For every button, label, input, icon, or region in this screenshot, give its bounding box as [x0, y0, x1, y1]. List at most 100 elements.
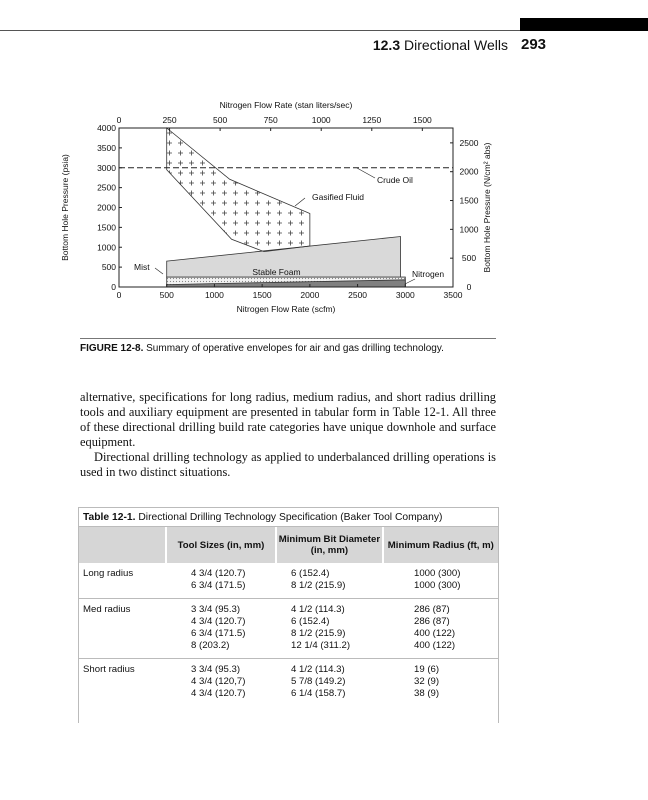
- cell-value: 6 1/4 (158.7): [291, 688, 346, 699]
- right-tick-label: 1000: [460, 224, 479, 234]
- figure-label: FIGURE 12-8.: [80, 343, 144, 354]
- right-tick-label: 500: [462, 253, 476, 263]
- annotation-nitrogen: Nitrogen: [412, 269, 444, 279]
- right-tick-label: 2000: [460, 167, 479, 177]
- cell-value: 1000 (300): [414, 568, 461, 579]
- min-radius-cell: 19 (6) 32 (9) 38 (9): [382, 664, 498, 700]
- annotation-mist-leader: [154, 267, 164, 275]
- top-tick-label: 250: [162, 115, 176, 125]
- table-row: Long radius 4 3/4 (120.7) 6 3/4 (171.5) 6 (…: [79, 563, 498, 599]
- running-header: 12.3 Directional Wells: [373, 37, 508, 53]
- top-tick-label: 1250: [362, 115, 381, 125]
- cell-value: 8 (203.2): [191, 640, 230, 651]
- table-title-text: Directional Drilling Technology Specific…: [138, 512, 443, 523]
- x-tick-label: 3500: [444, 290, 463, 300]
- cell-value: 3 3/4 (95.3): [191, 664, 241, 675]
- page-number: 293: [521, 36, 547, 53]
- row-label: Med radius: [79, 604, 166, 652]
- x-axis-label: Nitrogen Flow Rate (scfm): [237, 304, 336, 314]
- y-tick-label: 0: [111, 282, 116, 292]
- table-label: Table 12-1.: [83, 512, 136, 523]
- table-body: Long radius 4 3/4 (120.7) 6 3/4 (171.5) 6 (…: [79, 563, 498, 706]
- tool-sizes-cell: 4 3/4 (120.7) 6 3/4 (171.5): [166, 568, 276, 592]
- figure-caption-text: Summary of operative envelopes for air a…: [146, 343, 444, 354]
- row-label: Short radius: [79, 664, 166, 700]
- x-tick-label: 1500: [253, 290, 272, 300]
- y-tick-label: 3500: [97, 143, 116, 153]
- column-header: Minimum Bit Diameter (in, mm): [275, 527, 381, 563]
- cell-value: 400 (122): [414, 628, 456, 639]
- x-tick-label: 0: [117, 290, 122, 300]
- table-title: Table 12-1. Directional Drilling Technol…: [79, 508, 498, 526]
- bit-diameter-cell: 4 1/2 (114.3) 5 7/8 (149.2) 6 1/4 (158.7): [276, 664, 382, 700]
- top-tick-label: 1500: [413, 115, 432, 125]
- right-tick-label: 1500: [460, 196, 479, 206]
- cell-value: 286 (87): [414, 616, 450, 627]
- operative-envelope-chart: 0 500 1000 1500 2000 2500 3000 3500 0 250 500 750 10…: [60, 100, 492, 314]
- y-tick-label: 2000: [97, 203, 116, 213]
- figure-caption: FIGURE 12-8. Summary of operative envelo…: [80, 343, 500, 354]
- cell-value: 4 1/2 (114.3): [291, 604, 345, 615]
- cell-value: 4 3/4 (120,7): [191, 676, 246, 687]
- y-tick-label: 500: [102, 262, 116, 272]
- paragraph: Directional drilling technology as appli…: [80, 450, 496, 479]
- section-title: Directional Wells: [404, 37, 508, 53]
- cell-value: 1000 (300): [414, 580, 461, 591]
- cell-value: 6 3/4 (171.5): [191, 580, 246, 591]
- annotation-crude-oil: Crude Oil: [377, 175, 413, 185]
- paragraph: alternative, specifications for long rad…: [80, 390, 496, 449]
- y-tick-label: 4000: [97, 123, 116, 133]
- annotation-gasified-fluid-leader: [294, 197, 306, 207]
- cell-value: 4 3/4 (120.7): [191, 688, 246, 699]
- annotation-crude-oil-leader: [356, 167, 376, 179]
- top-tick-label: 0: [117, 115, 122, 125]
- cell-value: 5 7/8 (149.2): [291, 676, 346, 687]
- cell-value: 4 3/4 (120.7): [191, 616, 246, 627]
- tool-sizes-cell: 3 3/4 (95.3) 4 3/4 (120,7) 4 3/4 (120.7): [166, 664, 276, 700]
- x-tick-label: 1000: [205, 290, 224, 300]
- cell-value: 32 (9): [414, 676, 440, 687]
- min-radius-cell: 1000 (300) 1000 (300): [382, 568, 498, 592]
- cell-value: Med radius: [83, 604, 131, 615]
- annotation-stable-foam: Stable Foam: [252, 267, 300, 277]
- top-tick-label: 500: [213, 115, 227, 125]
- y-axis-label: Bottom Hole Pressure (psia): [60, 154, 70, 261]
- y-tick-label: 1000: [97, 242, 116, 252]
- cell-value: 6 (152.4): [291, 568, 330, 579]
- header-bar: [520, 18, 648, 31]
- right-axis-label: Bottom Hole Pressure (N/cm² abs): [482, 142, 492, 272]
- cell-value: 12 1/4 (311.2): [291, 640, 351, 651]
- header-rule: [0, 30, 520, 31]
- table-12-1: Table 12-1. Directional Drilling Technol…: [78, 507, 499, 723]
- region-gasified-fluid: [166, 127, 311, 253]
- bit-diameter-cell: 4 1/2 (114.3) 6 (152.4) 8 1/2 (215.9) 12 1/…: [276, 604, 382, 652]
- table-header: Tool Sizes (in, mm) Minimum Bit Diameter…: [79, 526, 498, 563]
- section-number: 12.3: [372, 37, 401, 53]
- x-tick-label: 2000: [300, 290, 319, 300]
- right-tick-label: 0: [467, 282, 472, 292]
- cell-value: 8 1/2 (215.9): [291, 628, 346, 639]
- min-radius-cell: 286 (87) 286 (87) 400 (122) 400 (122): [382, 604, 498, 652]
- cell-value: Short radius: [83, 664, 135, 675]
- cell-value: 400 (122): [414, 640, 456, 651]
- top-axis-label: Nitrogen Flow Rate (stan liters/sec): [220, 100, 353, 110]
- annotation-mist: Mist: [134, 262, 150, 272]
- cell-value: 4 1/2 (114.3): [291, 664, 345, 675]
- annotation-nitrogen-leader: [404, 278, 416, 285]
- y-tick-label: 2500: [97, 183, 116, 193]
- tool-sizes-cell: 3 3/4 (95.3) 4 3/4 (120.7) 6 3/4 (171.5) 8 …: [166, 604, 276, 652]
- bit-diameter-cell: 6 (152.4) 8 1/2 (215.9): [276, 568, 382, 592]
- table-row: Short radius 3 3/4 (95.3) 4 3/4 (120,7) 4 3…: [79, 659, 498, 706]
- annotation-gasified-fluid: Gasified Fluid: [312, 192, 364, 202]
- cell-value: 4 3/4 (120.7): [191, 568, 246, 579]
- body-text: alternative, specifications for long rad…: [80, 390, 496, 480]
- x-tick-label: 2500: [348, 290, 367, 300]
- row-label: Long radius: [79, 568, 166, 592]
- top-tick-label: 1000: [312, 115, 331, 125]
- cell-value: 6 (152.4): [291, 616, 330, 627]
- cell-value: 3 3/4 (95.3): [191, 604, 241, 615]
- top-tick-label: 750: [264, 115, 278, 125]
- cell-value: 286 (87): [414, 604, 450, 615]
- column-header: Tool Sizes (in, mm): [164, 527, 275, 563]
